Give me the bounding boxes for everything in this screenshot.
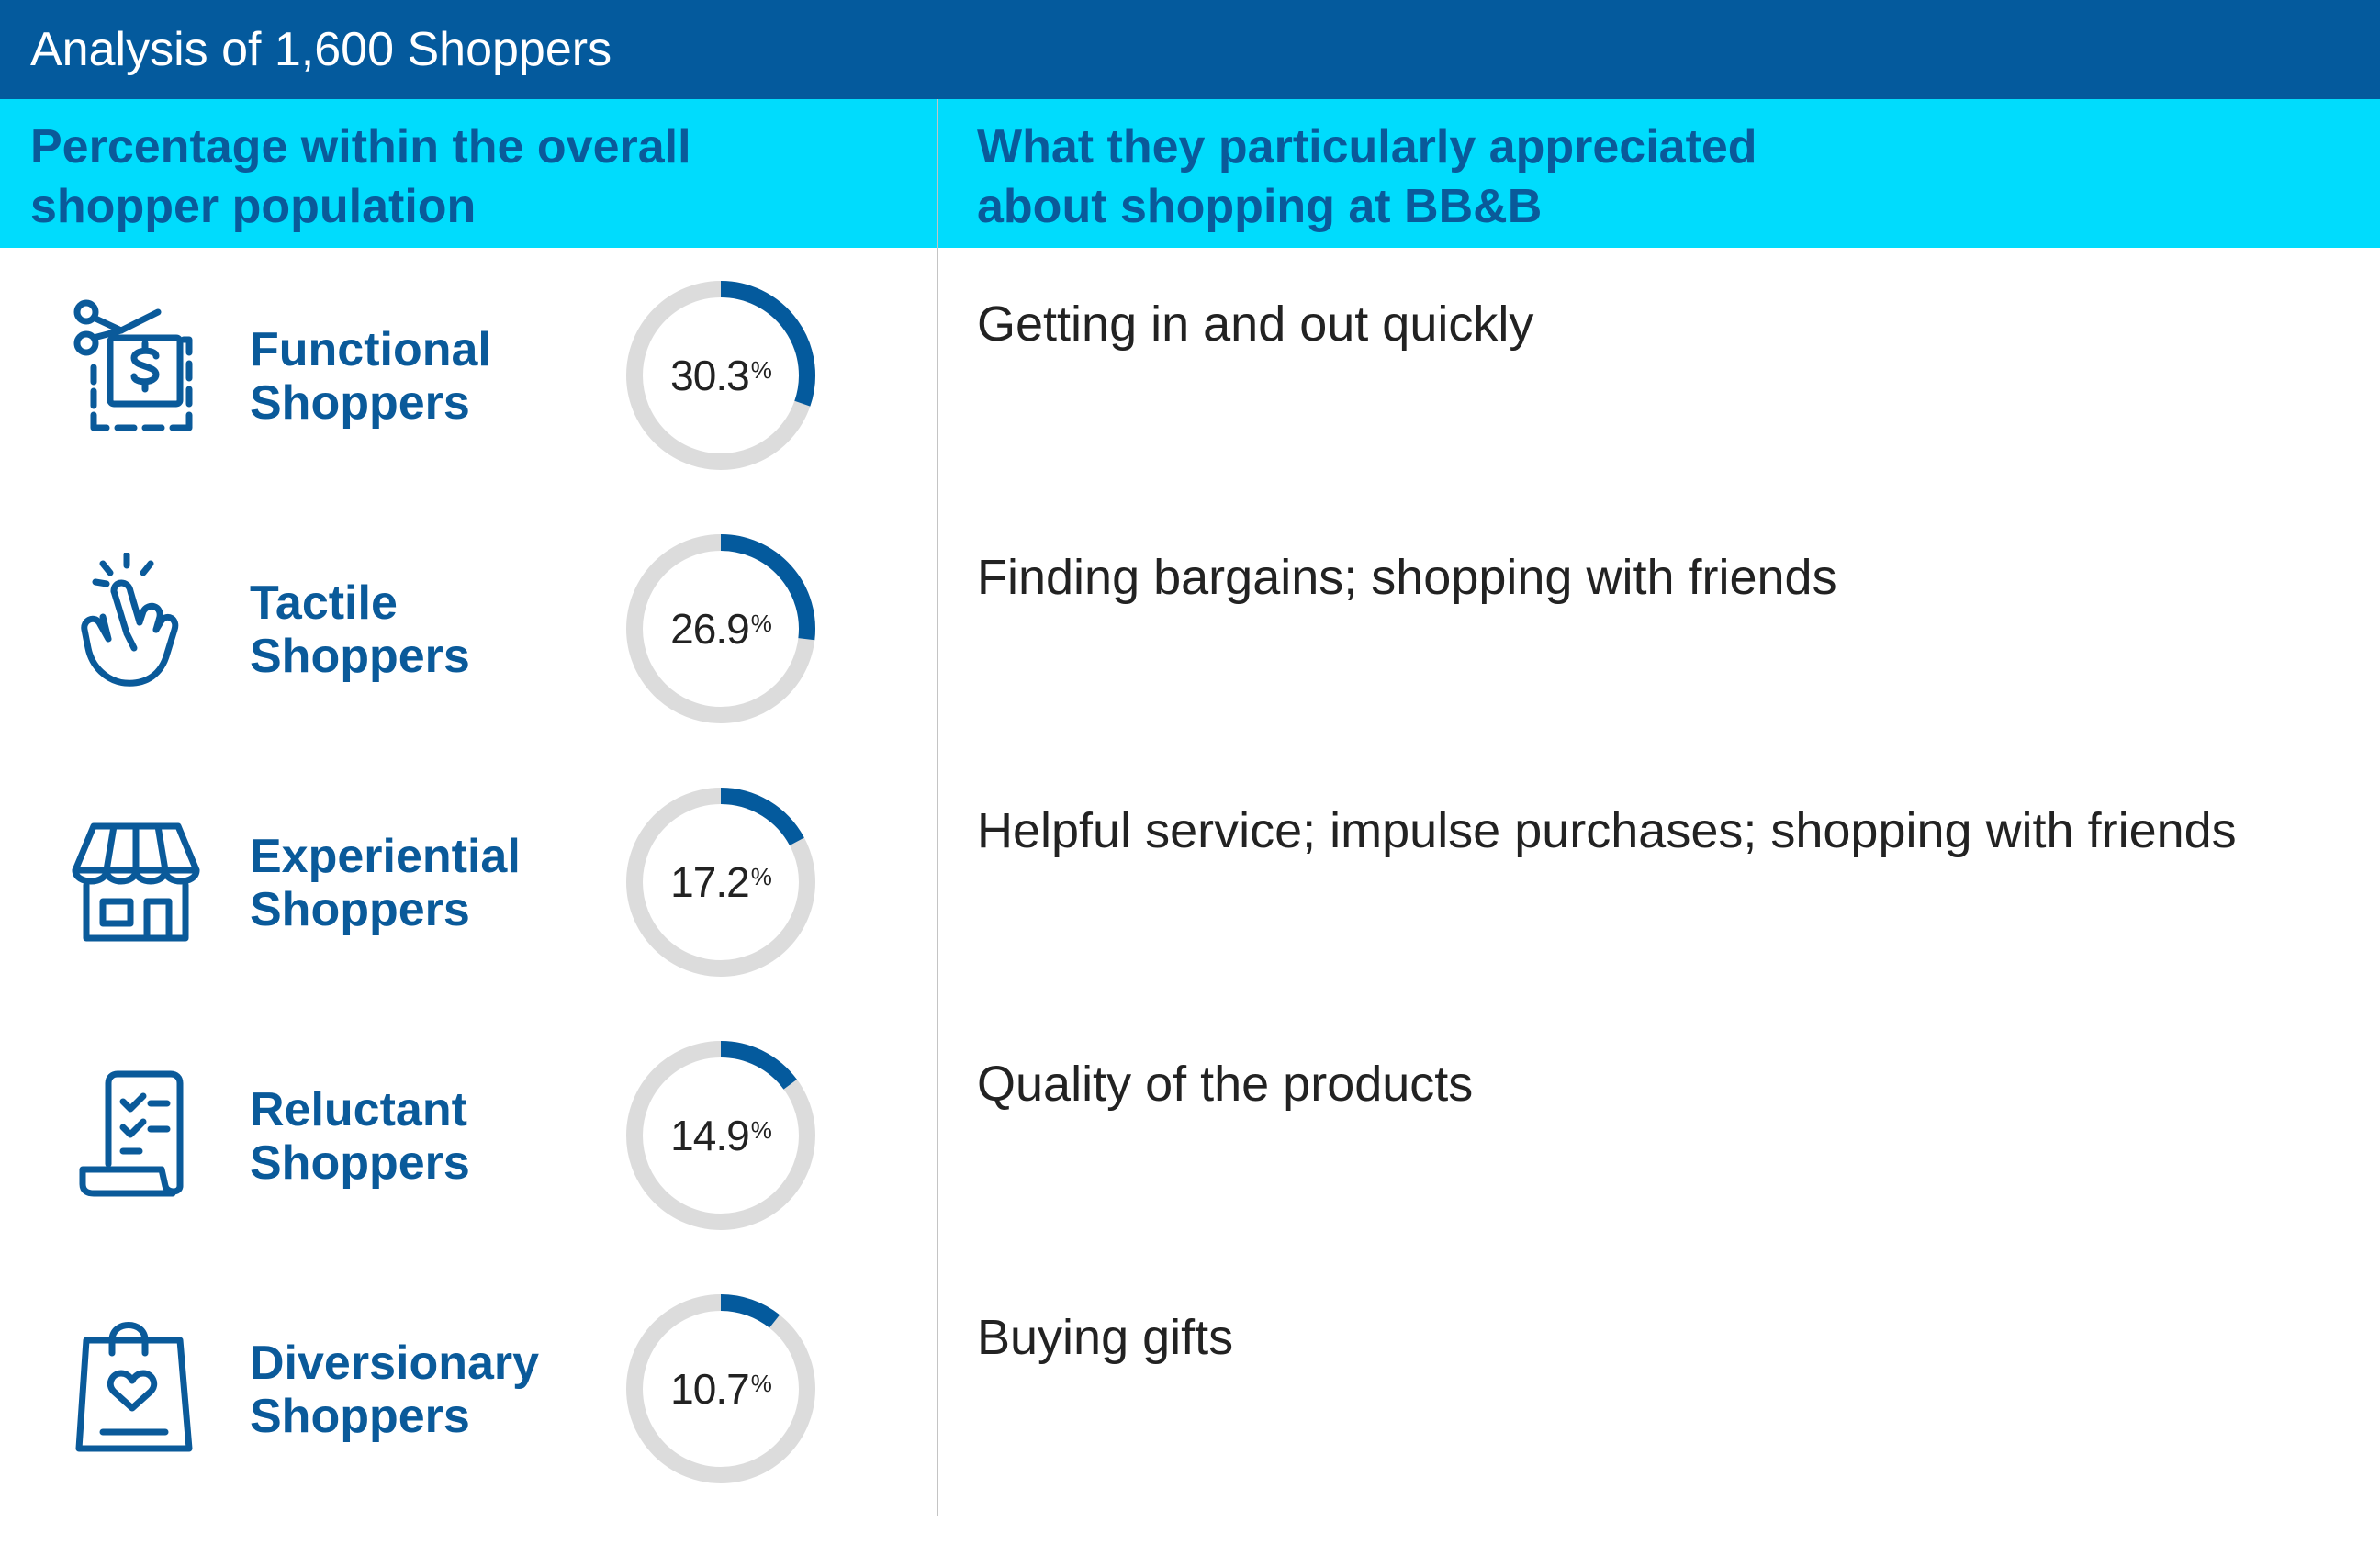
appreciated-text: Finding bargains; shopping with friends: [977, 550, 1837, 605]
percent-symbol: %: [750, 355, 772, 384]
shopper-row-diversionary: Diversionary Shoppers 10.7% Buying gifts: [0, 1291, 2380, 1544]
storefront-icon: [72, 822, 200, 942]
percent-value: 14.9: [670, 1112, 750, 1159]
appreciated-text: Helpful service; impulse purchases; shop…: [977, 803, 2237, 858]
shopper-type-label: Reluctant Shoppers: [250, 1083, 635, 1190]
percent-donut: [626, 281, 815, 470]
shopper-type-line2: Shoppers: [250, 1136, 470, 1190]
column-header-bar: Percentage within the overall shopper po…: [0, 99, 2380, 248]
shopper-row-functional: Functional Shoppers 30.3% Getting in and…: [0, 277, 2380, 531]
column-header-appreciated: What they particularly appreciated about…: [977, 117, 1987, 237]
shopper-type-label: Functional Shoppers: [250, 323, 635, 430]
shopper-type-line2: Shoppers: [250, 376, 470, 430]
price-tag-cut-icon: [73, 299, 193, 431]
shopper-type-line1: Experiential: [250, 830, 521, 883]
percent-label: 30.3%: [623, 277, 819, 474]
donut-value-arc: [720, 1041, 797, 1090]
shopper-type-line2: Shoppers: [250, 883, 470, 936]
percent-value: 10.7: [670, 1365, 750, 1413]
header-right-line1: What they particularly appreciated: [977, 120, 1757, 173]
touch-hand-icon: [81, 553, 179, 687]
donut-value-arc: [720, 534, 815, 641]
percent-value: 17.2: [670, 858, 750, 906]
shopper-type-line1: Functional: [250, 323, 491, 376]
page-title: Analysis of 1,600 Shoppers: [0, 0, 2380, 99]
percent-symbol: %: [750, 609, 772, 637]
header-right-line2: about shopping at BB&B: [977, 180, 1543, 233]
shopper-type-line1: Reluctant: [250, 1083, 467, 1136]
percent-value: 30.3: [670, 352, 750, 399]
percent-label: 26.9%: [623, 531, 819, 727]
column-header-percentage: Percentage within the overall shopper po…: [30, 117, 857, 237]
donut-value-arc: [720, 788, 804, 846]
appreciated-text: Quality of the products: [977, 1057, 1474, 1112]
header-left-line2: shopper population: [30, 180, 477, 233]
percent-value: 26.9: [670, 605, 750, 653]
checklist-icon: [79, 1070, 184, 1197]
percent-symbol: %: [750, 862, 772, 890]
appreciated-text: Getting in and out quickly: [977, 296, 1534, 352]
shopper-type-label: Diversionary Shoppers: [250, 1337, 635, 1443]
shopper-type-line2: Shoppers: [250, 1390, 470, 1443]
percent-label: 10.7%: [623, 1291, 819, 1487]
gift-bag-heart-icon: [75, 1322, 193, 1452]
donut-value-arc: [720, 281, 815, 407]
percent-label: 17.2%: [623, 784, 819, 980]
shopper-type-line1: Tactile: [250, 576, 398, 630]
shopper-type-line2: Shoppers: [250, 630, 470, 683]
shopper-type-label: Experiential Shoppers: [250, 830, 635, 936]
appreciated-text: Buying gifts: [977, 1310, 1234, 1365]
shopper-row-experiential: Experiential Shoppers 17.2% Helpful serv…: [0, 784, 2380, 1037]
percent-label: 14.9%: [623, 1037, 819, 1234]
header-left-line1: Percentage within the overall: [30, 120, 691, 173]
donut-value-arc: [720, 1294, 780, 1328]
percent-symbol: %: [750, 1369, 772, 1397]
percent-donut: [626, 1041, 815, 1230]
percent-donut: [626, 1294, 815, 1483]
shopper-row-tactile: Tactile Shoppers 26.9% Finding bargains;…: [0, 531, 2380, 784]
shopper-row-reluctant: Reluctant Shoppers 14.9% Quality of the …: [0, 1037, 2380, 1291]
percent-donut: [626, 788, 815, 977]
column-divider: [937, 99, 938, 1516]
shopper-type-label: Tactile Shoppers: [250, 576, 635, 683]
percent-donut: [626, 534, 815, 723]
shopper-type-line1: Diversionary: [250, 1337, 540, 1390]
percent-symbol: %: [750, 1115, 772, 1144]
